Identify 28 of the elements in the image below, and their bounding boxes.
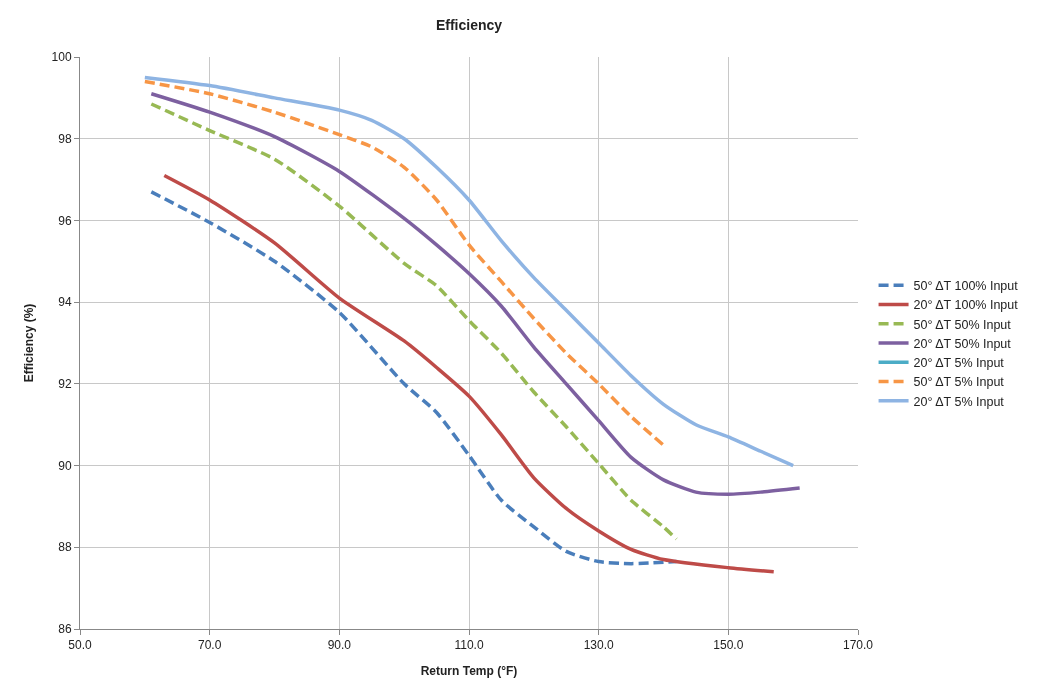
y-tick-label: 94 (58, 295, 72, 310)
y-tick-label: 92 (58, 377, 72, 392)
x-tick-label: 130.0 (583, 638, 615, 653)
y-tick-label: 98 (58, 131, 72, 146)
x-tick-label: 150.0 (713, 638, 744, 653)
y-tick-label: 88 (58, 540, 72, 555)
y-tick-label: 96 (58, 213, 72, 228)
x-axis-title: Return Temp (°F) (420, 664, 518, 679)
x-tick-label: 90.0 (327, 638, 352, 653)
x-tick-label: 110.0 (454, 638, 484, 653)
y-tick-label: 90 (58, 458, 72, 473)
x-tick-label: 170.0 (842, 638, 874, 653)
y-tick-label: 86 (58, 622, 72, 637)
x-tick-label: 50.0 (68, 638, 92, 653)
legend-label: 50° ΔT 5% Input (913, 375, 1005, 390)
line-series (143, 79, 666, 447)
chart-title: Efficiency (435, 17, 503, 34)
x-tick-label: 70.0 (197, 638, 222, 653)
y-tick-label: 100 (51, 50, 72, 65)
legend-label: 20° ΔT 100% Input (913, 298, 1019, 313)
legend-label: 20° ΔT 5% Input (913, 356, 1005, 370)
legend-label: 50° ΔT 50% Input (913, 317, 1012, 332)
y-axis-title: Efficiency (%) (21, 303, 36, 383)
line-series (149, 102, 679, 541)
legend-label: 20° ΔT 5% Input (913, 394, 1005, 409)
legend-label: 20° ΔT 50% Input (913, 336, 1012, 351)
legend-label: 50° ΔT 100% Input (913, 279, 1019, 293)
line-series (162, 173, 776, 574)
